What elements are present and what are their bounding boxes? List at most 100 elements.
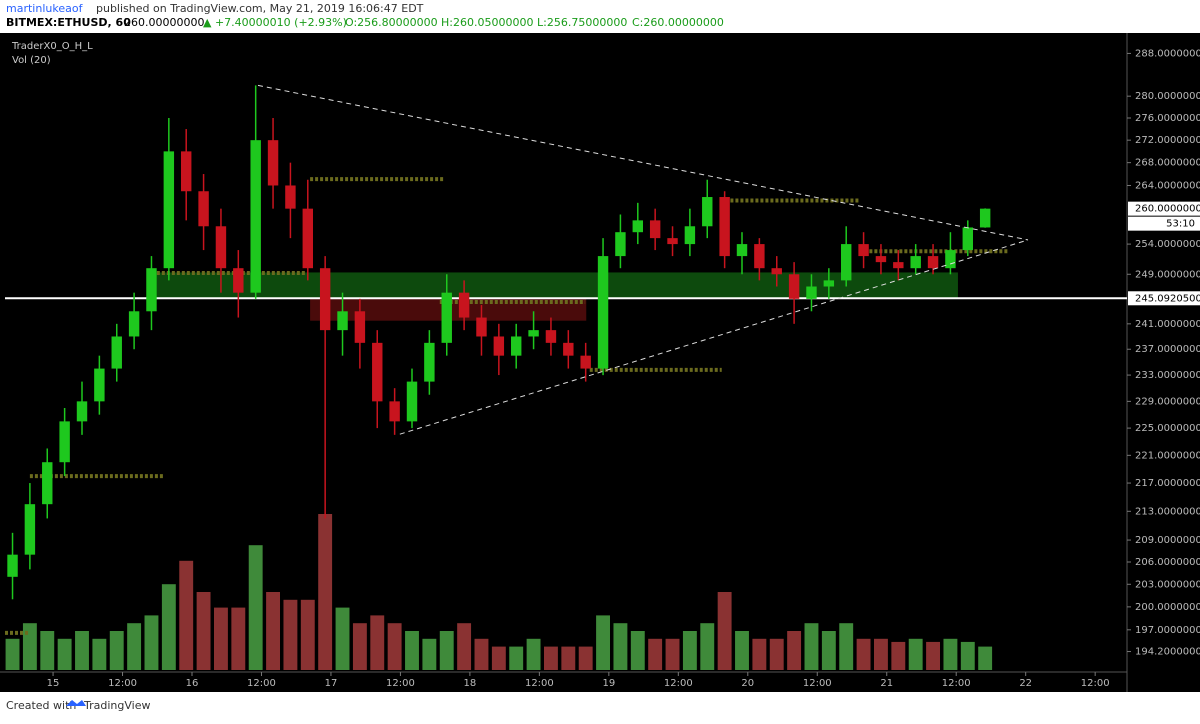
y-tick-label: 194.20000000: [1135, 647, 1200, 658]
x-tick-label: 17: [325, 678, 338, 689]
y-tick-label: 200.00000000: [1135, 602, 1200, 613]
volume-bar: [40, 631, 55, 670]
candle-body: [406, 381, 418, 422]
volume-bar: [22, 623, 37, 670]
publisher[interactable]: martinlukeaof: [6, 2, 84, 15]
footer-brand[interactable]: TradingView: [83, 699, 150, 712]
candle-body: [754, 244, 765, 269]
y-tick-label: 233.00000000: [1135, 370, 1200, 381]
candle-body: [163, 151, 175, 269]
candle-body: [736, 244, 748, 257]
volume-bar: [630, 631, 645, 670]
x-tick-label: 12:00: [803, 678, 832, 689]
candle-body: [702, 197, 713, 227]
x-tick-label: 12:00: [942, 678, 971, 689]
candle-body: [788, 274, 800, 299]
y-tick-label: 197.00000000: [1135, 625, 1200, 636]
candle-body: [493, 336, 505, 356]
candle-body: [684, 226, 696, 245]
x-tick-label: 20: [741, 678, 754, 689]
candle-body: [927, 256, 939, 269]
change: ▲ +7.40000010 (+2.93%): [203, 16, 347, 29]
candle-body: [632, 220, 643, 233]
candle-body: [719, 197, 730, 257]
y-tick-label: 288.00000000: [1135, 48, 1200, 59]
last-price-label: 260.00000000: [1135, 204, 1200, 215]
volume-bar: [752, 638, 767, 670]
volume-bar: [526, 638, 541, 670]
x-tick-label: 15: [47, 678, 60, 689]
countdown: 53:10: [1166, 219, 1195, 230]
volume-bar: [908, 638, 923, 670]
candle-body: [979, 208, 991, 228]
candle-body: [945, 250, 956, 269]
price-line-label: 245.09205009: [1135, 293, 1200, 304]
volume-bar: [300, 599, 315, 670]
candle-body: [372, 342, 383, 402]
candle-body: [823, 280, 835, 287]
candle-body: [771, 268, 782, 275]
x-tick-label: 21: [880, 678, 893, 689]
close: C:260.00000000: [632, 16, 724, 29]
volume-bar: [214, 607, 228, 670]
volume-bar: [717, 592, 732, 670]
volume-bar: [109, 631, 124, 670]
candle-body: [7, 554, 18, 577]
volume-bar: [457, 623, 472, 670]
volume-bar: [926, 641, 940, 670]
volume-bar: [491, 646, 506, 670]
volume-bar: [509, 646, 524, 670]
volume-bar: [682, 631, 697, 670]
volume-bar: [839, 623, 854, 670]
volume-bar: [405, 631, 419, 670]
candle-body: [563, 342, 574, 356]
footer-text: Created with: [6, 699, 76, 712]
y-tick-label: 272.00000000: [1135, 135, 1200, 146]
volume-bar: [960, 641, 975, 670]
low: L:256.75000000: [537, 16, 627, 29]
header: martinlukeaof published on TradingView.c…: [6, 2, 724, 29]
candle-body: [128, 311, 140, 337]
volume-bar: [544, 646, 558, 670]
y-tick-label: 206.00000000: [1135, 557, 1200, 568]
volume-bar: [735, 631, 749, 670]
volume-bar: [335, 607, 350, 670]
zone: [146, 272, 958, 299]
y-tick-label: 209.00000000: [1135, 535, 1200, 546]
volume-bar: [231, 607, 246, 670]
candle-body: [354, 311, 366, 343]
plot: 288.00000000 280.00000000 276.00000000 272.…: [5, 48, 1200, 689]
candle-body: [215, 226, 227, 269]
y-tick-label: 264.00000000: [1135, 180, 1200, 191]
x-tick-label: 12:00: [525, 678, 554, 689]
volume-bar: [474, 638, 489, 670]
volume-bar: [578, 646, 593, 670]
candle-body: [649, 220, 661, 239]
volume-bar: [856, 638, 871, 670]
candle-body: [597, 256, 609, 369]
candle-body: [545, 330, 557, 343]
volume-bar: [874, 638, 888, 670]
candle-body: [337, 311, 348, 331]
y-tick-label: 241.00000000: [1135, 319, 1200, 330]
trendline: [257, 84, 1029, 241]
candle-body: [267, 140, 279, 186]
volume-bar: [352, 623, 367, 670]
volume-bar: [700, 623, 715, 670]
published: published on TradingView.com, May 21, 20…: [96, 2, 424, 15]
x-tick-label: 16: [186, 678, 199, 689]
volume-bar: [821, 631, 836, 670]
tv-logo: [66, 700, 86, 706]
x-tick-label: 12:00: [664, 678, 693, 689]
y-tick-label: 203.00000000: [1135, 579, 1200, 590]
candle-body: [511, 336, 522, 356]
volume-bar: [387, 623, 402, 670]
volume-bar: [665, 638, 680, 670]
y-tick-label: 268.00000000: [1135, 158, 1200, 169]
indicator-label: Vol (20): [12, 55, 51, 66]
open: O:256.80000000: [345, 16, 438, 29]
candle-body: [910, 256, 921, 269]
volume-bar: [144, 615, 159, 670]
